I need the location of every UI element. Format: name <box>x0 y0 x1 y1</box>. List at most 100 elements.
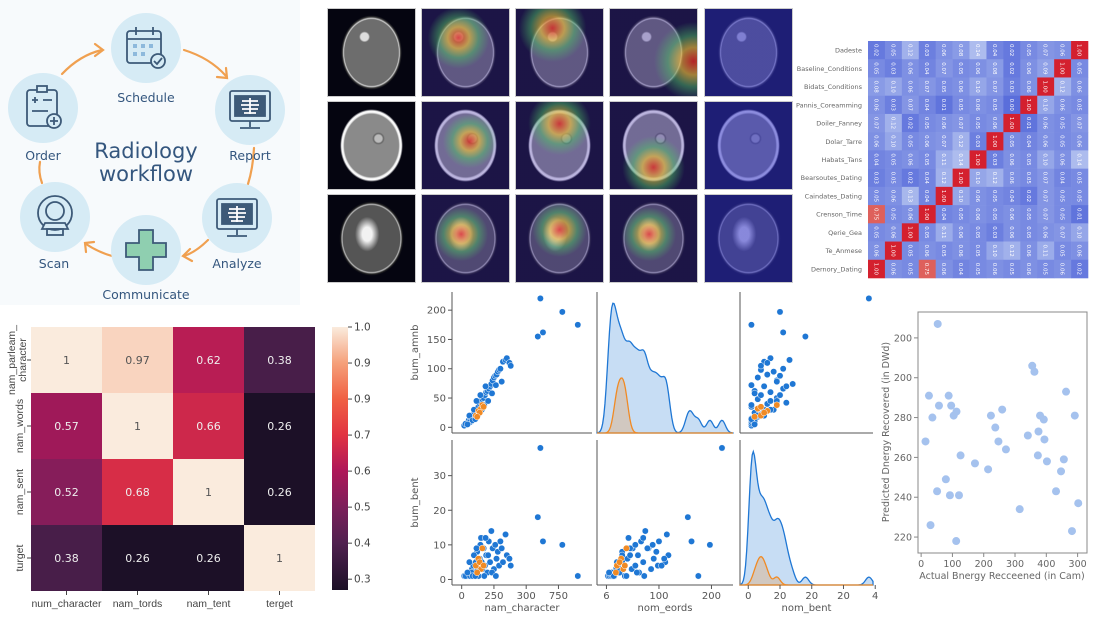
medical-cross-icon <box>125 229 167 271</box>
heatmap-cell <box>969 77 987 96</box>
heatmap-cell <box>884 59 903 78</box>
heatmap-cell <box>173 327 244 393</box>
heatmap-cell <box>1003 150 1021 169</box>
scatter-point <box>952 407 961 416</box>
scatter-point <box>933 319 942 328</box>
mri-panel-r1-c4 <box>609 8 698 97</box>
cell-value: 0.10 <box>1076 226 1082 239</box>
y-tick-label: nam_sent <box>14 469 26 515</box>
scatter-point <box>492 572 500 580</box>
row-label: Crenson_Time <box>816 211 862 219</box>
colorbar-tick-label: 0.4 <box>354 538 371 550</box>
heatmap-cell <box>969 186 987 206</box>
heatmap-cell <box>244 459 315 525</box>
y-tick-label: 200 <box>894 333 912 344</box>
scatter-point <box>643 544 651 552</box>
scatter-point <box>694 572 702 580</box>
cell-value: 0.06 <box>1076 245 1082 258</box>
heatmap-cell <box>901 150 920 169</box>
heatmap-cell <box>901 241 920 261</box>
cell-annotation: 0.38 <box>267 354 292 367</box>
colorbar-tick-label: 0.6 <box>354 466 371 478</box>
y-tick-label: 20 <box>433 506 446 517</box>
scatter-point <box>496 537 504 545</box>
heatmap-cell <box>901 113 920 133</box>
step-circle <box>20 182 90 252</box>
heatmap-cell <box>884 223 903 242</box>
scatter-point <box>926 521 935 530</box>
heatmap-cell <box>986 132 1004 151</box>
heatmap-cell <box>1003 168 1021 188</box>
heatmap-cell <box>952 241 970 261</box>
heatmap-cell <box>952 259 970 279</box>
scatter-point <box>1040 435 1049 444</box>
mri-panel-r1-c5 <box>704 8 793 97</box>
heatmap-cell <box>1071 77 1089 96</box>
scatter-point <box>944 391 953 400</box>
cell-value: 0.06 <box>1025 62 1031 75</box>
cell-value: 0.07 <box>923 80 929 93</box>
cell-value: 0.04 <box>1008 190 1014 203</box>
cell-value: 0.02 <box>1008 44 1014 56</box>
clipboard-plus-icon <box>26 85 62 129</box>
cell-value: 0.05 <box>906 245 912 258</box>
cell-value: 0.05 <box>923 153 929 166</box>
radiology-workflow-diagram: Schedule Report Analyze Communicate Scan Orde… <box>0 0 300 305</box>
cell-value: 0.06 <box>906 80 912 93</box>
cell-value: 0.10 <box>974 172 980 185</box>
heatmap-cell <box>1037 113 1055 133</box>
heatmap-cell <box>868 205 886 224</box>
scatter-point <box>1030 367 1039 376</box>
scatter-point <box>496 365 504 373</box>
heatmap-cell <box>952 205 970 224</box>
heatmap-cell <box>986 205 1004 224</box>
cell-value: 0.04 <box>1059 172 1065 185</box>
cell-annotation: 1 <box>276 552 283 565</box>
scatter-point <box>751 420 759 428</box>
cell-value: 0.12 <box>1059 80 1065 92</box>
arrowhead-icon <box>83 240 96 254</box>
cell-value: 0.06 <box>974 62 980 75</box>
cell-value: 0.06 <box>1059 99 1065 112</box>
mri-panel-r2-c1 <box>327 101 416 190</box>
heatmap-cell <box>1071 150 1089 169</box>
heatmap-cell <box>1054 241 1072 261</box>
cell-value: 0.07 <box>906 99 912 112</box>
step-label: Schedule <box>117 90 175 105</box>
scatter-point <box>1070 411 1079 420</box>
heatmap-cell <box>969 132 987 151</box>
heatmap-cell <box>868 132 886 151</box>
scatter-point <box>924 391 933 400</box>
row-label: Pannis_Coreamming <box>796 101 862 109</box>
cell-value: 0.03 <box>889 62 895 75</box>
cell-value: 0.04 <box>923 99 929 112</box>
cell-value: 0.05 <box>1076 190 1082 203</box>
cell-value: 0.07 <box>1076 117 1082 130</box>
heatmap-cell <box>952 77 970 96</box>
cell-value: 0.04 <box>923 190 929 203</box>
cell-value: 0.06 <box>872 245 878 258</box>
scatter-point <box>757 391 765 399</box>
heatmap-cell <box>868 241 886 261</box>
scatter-point <box>484 397 492 405</box>
cell-value: 0.05 <box>1042 263 1048 276</box>
workflow-step-scan: Scan <box>20 182 90 271</box>
heatmap-cell <box>918 77 936 96</box>
x-tick-label: 0 <box>745 591 751 602</box>
heatmap-cell <box>868 168 886 188</box>
cell-value: 0.12 <box>889 117 895 129</box>
y-tick-label: 240 <box>894 493 912 504</box>
heatmap-cell <box>1037 95 1055 115</box>
arrowhead-icon <box>215 66 229 80</box>
cell-value: 0.06 <box>974 99 980 112</box>
cell-value: 0.07 <box>957 117 963 130</box>
scatter-point <box>1067 527 1076 536</box>
scatter-point <box>650 555 658 563</box>
heatmap-cell <box>935 259 953 279</box>
scatter-point <box>486 558 494 566</box>
cell-value: 0.10 <box>1042 99 1048 112</box>
cell-value: 0.05 <box>957 99 963 112</box>
heatmap-cell <box>935 132 953 151</box>
cell-value: 0.05 <box>974 263 980 276</box>
